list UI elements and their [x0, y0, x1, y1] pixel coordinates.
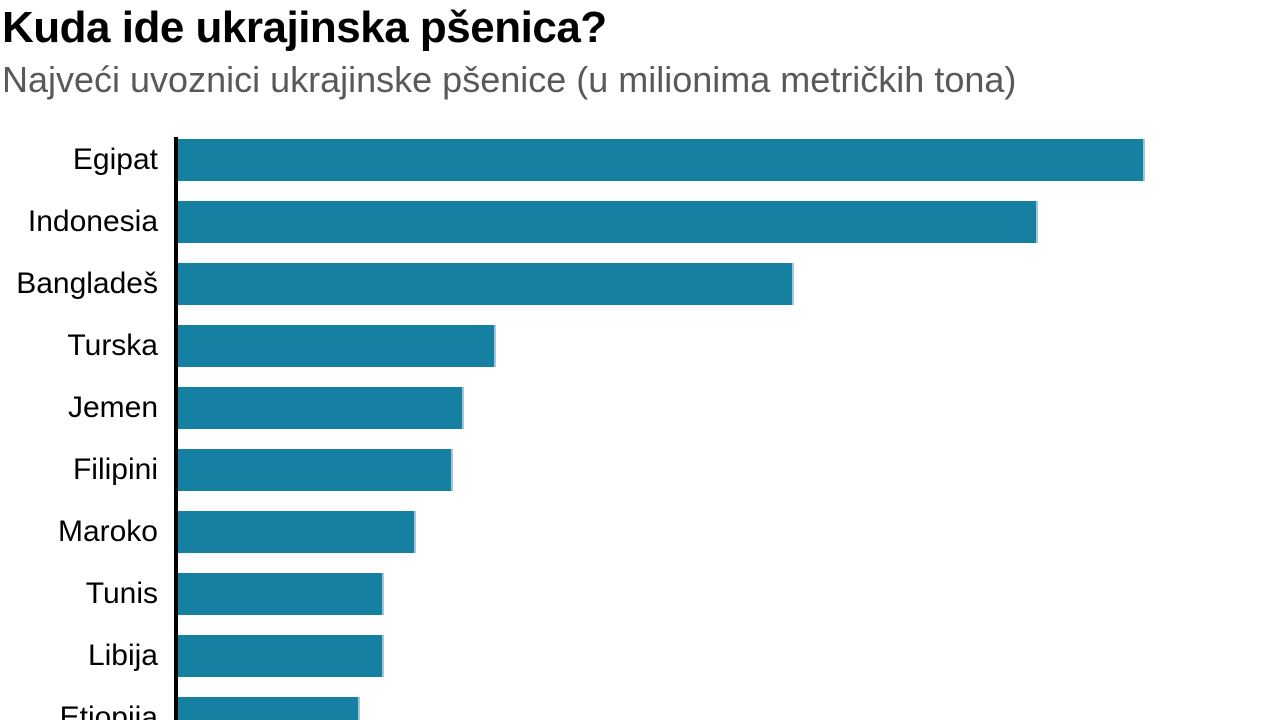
bar-row: Bangladeš — [0, 263, 1280, 305]
chart-title: Kuda ide ukrajinska pšenica? — [2, 3, 607, 52]
bar-row: Indonesia — [0, 201, 1280, 243]
category-label: Egipat — [72, 143, 158, 176]
category-label: Turska — [67, 329, 158, 362]
bar-row: Etiopija — [0, 697, 1280, 720]
bar — [178, 387, 464, 429]
category-label: Etiopija — [59, 701, 158, 720]
category-label: Maroko — [57, 515, 158, 548]
chart-subtitle: Najveći uvoznici ukrajinske pšenice (u m… — [2, 59, 1017, 100]
bar-row: Egipat — [0, 139, 1280, 181]
category-label: Bangladeš — [16, 267, 158, 300]
category-label: Libija — [87, 639, 158, 672]
bar — [178, 139, 1145, 181]
category-label: Jemen — [67, 391, 158, 424]
bar-row: Filipini — [0, 449, 1280, 491]
bar — [178, 511, 416, 553]
bar-row: Jemen — [0, 387, 1280, 429]
category-label: Indonesia — [27, 205, 158, 238]
bar — [178, 697, 360, 720]
bar-chart: Egipat Indonesia Bangladeš Turska Jemen Filip… — [0, 137, 1280, 720]
bar — [178, 573, 384, 615]
y-axis-line — [174, 137, 178, 720]
bar-row: Libija — [0, 635, 1280, 677]
bar — [178, 635, 384, 677]
bar — [178, 325, 496, 367]
bar — [178, 201, 1038, 243]
bar-row: Tunis — [0, 573, 1280, 615]
bar — [178, 263, 794, 305]
bar-row: Turska — [0, 325, 1280, 367]
category-label: Tunis — [85, 577, 158, 610]
category-label: Filipini — [72, 453, 158, 486]
bar-row: Maroko — [0, 511, 1280, 553]
bar — [178, 449, 453, 491]
